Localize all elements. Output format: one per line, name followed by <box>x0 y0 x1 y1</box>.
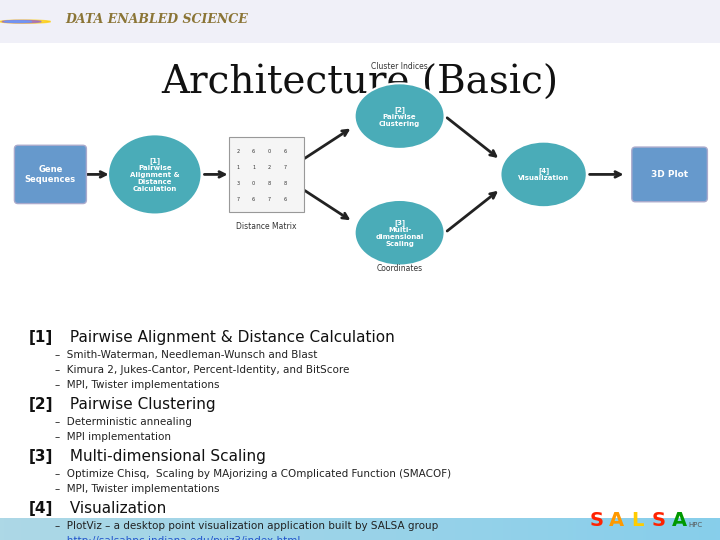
Text: [1]: [1] <box>29 330 53 346</box>
Ellipse shape <box>500 141 587 207</box>
Text: –  MPI, Twister implementations: – MPI, Twister implementations <box>55 484 220 494</box>
Text: 3: 3 <box>268 180 271 186</box>
Text: L: L <box>631 510 644 530</box>
Text: –  Deterministic annealing: – Deterministic annealing <box>55 417 192 427</box>
Text: A: A <box>672 510 687 530</box>
Text: –  PlotViz – a desktop point visualization application built by SALSA group: – PlotViz – a desktop point visualizatio… <box>55 521 438 531</box>
Text: HPC: HPC <box>688 522 702 528</box>
FancyBboxPatch shape <box>632 147 708 202</box>
FancyBboxPatch shape <box>14 145 86 204</box>
Text: [1]
Pairwise
Alignment &
Distance
Calculation: [1] Pairwise Alignment & Distance Calcul… <box>130 157 179 192</box>
Text: 7: 7 <box>268 197 271 201</box>
Text: S: S <box>652 510 665 530</box>
Text: 6: 6 <box>252 148 255 153</box>
Text: [2]
Pairwise
Clustering: [2] Pairwise Clustering <box>379 106 420 126</box>
Circle shape <box>4 21 32 23</box>
Text: Distance Matrix: Distance Matrix <box>236 222 297 231</box>
Text: –  http://salsahpc.indiana.edu/pviz3/index.html: – http://salsahpc.indiana.edu/pviz3/inde… <box>55 536 301 540</box>
Text: [3]
Multi-
dimensional
Scaling: [3] Multi- dimensional Scaling <box>375 219 424 247</box>
Text: 1: 1 <box>284 197 287 201</box>
Text: –  MPI, Twister implementations: – MPI, Twister implementations <box>55 380 220 390</box>
Text: Pairwise Alignment & Distance Calculation: Pairwise Alignment & Distance Calculatio… <box>66 330 395 346</box>
Text: 4: 4 <box>284 180 287 186</box>
Text: Architecture (Basic): Architecture (Basic) <box>161 65 559 102</box>
Circle shape <box>0 20 50 23</box>
Text: –  Kimura 2, Jukes-Cantor, Percent-Identity, and BitScore: – Kimura 2, Jukes-Cantor, Percent-Identi… <box>55 365 350 375</box>
Text: Visualization: Visualization <box>66 501 166 516</box>
Text: 8: 8 <box>252 180 255 186</box>
Text: S: S <box>589 510 603 530</box>
Text: 3: 3 <box>236 165 239 170</box>
Circle shape <box>2 21 41 23</box>
Text: Coordinates: Coordinates <box>377 264 423 273</box>
Text: Pairwise Clustering: Pairwise Clustering <box>66 397 216 413</box>
Text: Cluster Indices: Cluster Indices <box>372 62 428 71</box>
Text: 6: 6 <box>236 148 239 153</box>
Text: Gene
Sequences: Gene Sequences <box>24 165 76 184</box>
Text: –  Optimize Chisq,  Scaling by MAjorizing a COmplicated Function (SMACOF): – Optimize Chisq, Scaling by MAjorizing … <box>55 469 451 479</box>
FancyBboxPatch shape <box>229 137 304 212</box>
Text: [4]: [4] <box>29 501 53 516</box>
Text: [4]
Visualization: [4] Visualization <box>518 167 570 181</box>
Text: DATA ENABLED SCIENCE: DATA ENABLED SCIENCE <box>65 13 248 26</box>
Text: 0: 0 <box>284 148 287 153</box>
Text: 3: 3 <box>268 148 271 153</box>
Ellipse shape <box>354 83 444 149</box>
Text: –  Smith-Waterman, Needleman-Wunsch and Blast: – Smith-Waterman, Needleman-Wunsch and B… <box>55 350 318 360</box>
Text: Multi-dimensional Scaling: Multi-dimensional Scaling <box>66 449 266 464</box>
Text: 8: 8 <box>236 180 239 186</box>
Text: 3: 3 <box>268 165 271 170</box>
Text: 3D Plot: 3D Plot <box>651 170 688 179</box>
Text: –  MPI implementation: – MPI implementation <box>55 432 171 442</box>
Text: 2: 2 <box>252 197 255 201</box>
Text: 0: 0 <box>236 197 239 201</box>
Ellipse shape <box>108 134 202 214</box>
Text: [2]: [2] <box>29 397 53 413</box>
Text: A: A <box>609 510 624 530</box>
Ellipse shape <box>354 200 444 266</box>
Text: [3]: [3] <box>29 449 53 464</box>
Text: 4: 4 <box>284 165 287 170</box>
Text: 6: 6 <box>252 165 255 170</box>
